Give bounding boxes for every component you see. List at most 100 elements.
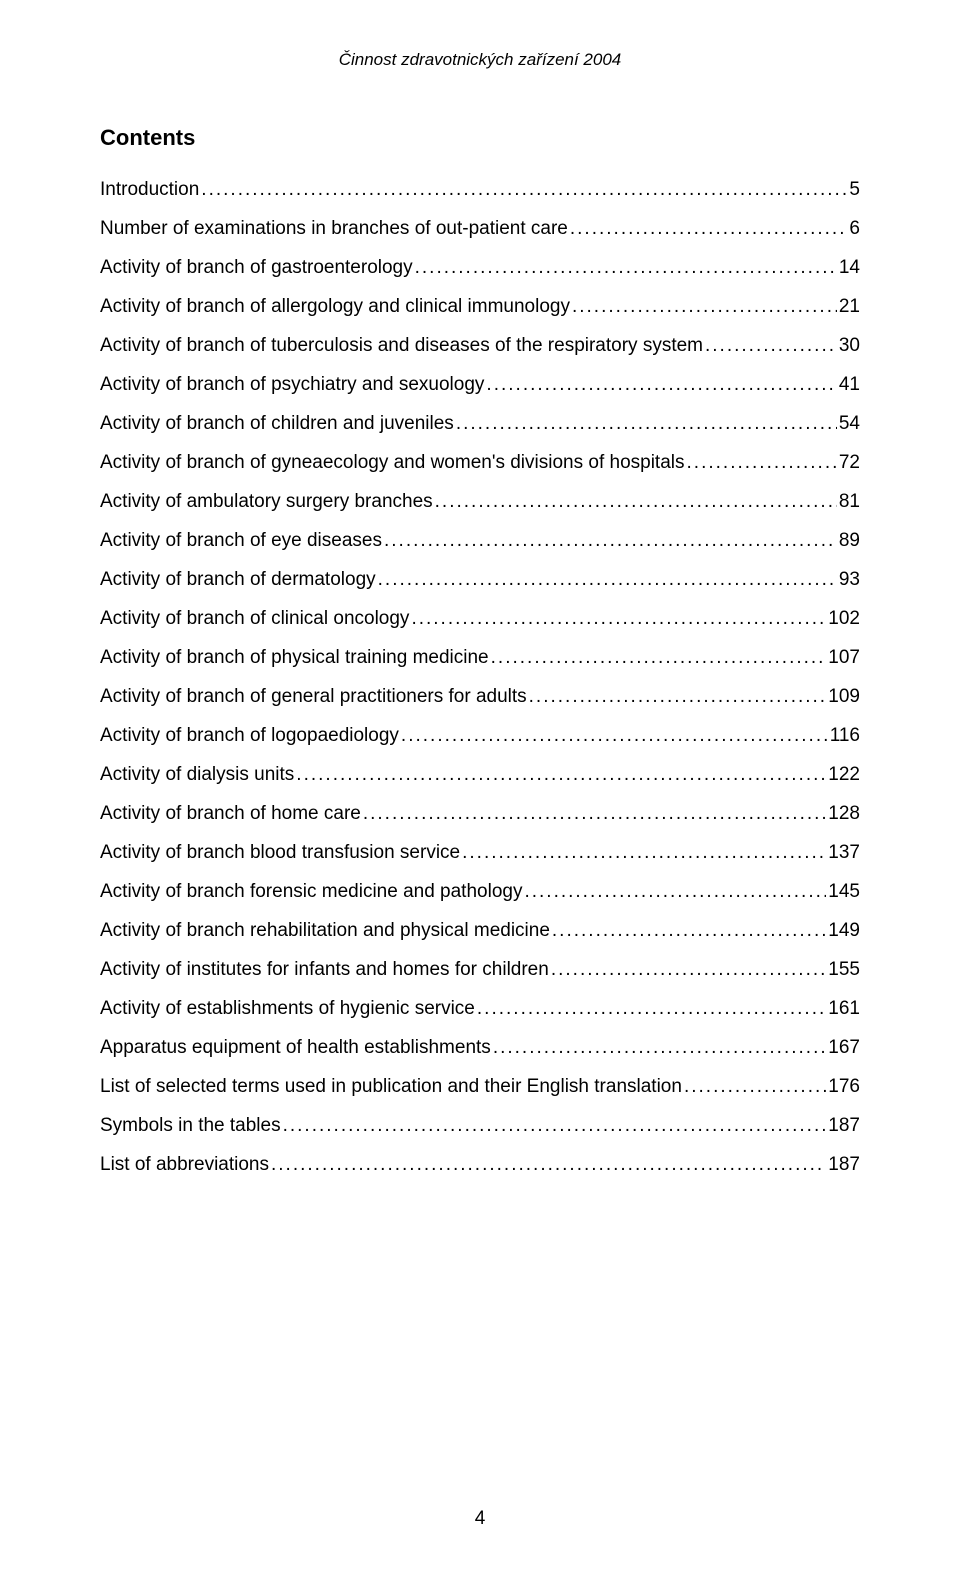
toc-entry-page: 109 [828,686,860,708]
toc-entry: Activity of institutes for infants and h… [100,959,860,981]
toc-leader-dots [271,1154,826,1176]
toc-entry-page: 21 [839,296,860,318]
toc-entry-label: Activity of branch of eye diseases [100,530,382,552]
toc-leader-dots [486,374,836,396]
toc-entry-label: Activity of establishments of hygienic s… [100,998,475,1020]
toc-entry-page: 137 [828,842,860,864]
toc-entry-label: Activity of branch of gastroenterology [100,257,413,279]
toc-entry: Activity of branch of home care 128 [100,803,860,825]
toc-entry: Activity of establishments of hygienic s… [100,998,860,1020]
toc-entry-page: 116 [830,725,860,747]
toc-entry-page: 81 [839,491,860,513]
toc-entry-label: Apparatus equipment of health establishm… [100,1037,491,1059]
toc-entry-label: Activity of branch of allergology and cl… [100,296,570,318]
toc-entry-label: Activity of branch of psychiatry and sex… [100,374,484,396]
toc-entry-label: Activity of branch forensic medicine and… [100,881,522,903]
toc-entry-label: Introduction [100,179,199,201]
toc-entry-page: 54 [839,413,860,435]
toc-entry-page: 41 [839,374,860,396]
toc-leader-dots [570,218,848,240]
toc-entry: Activity of branch rehabilitation and ph… [100,920,860,942]
toc-entry: Activity of branch of physical training … [100,647,860,669]
toc-entry-page: 128 [828,803,860,825]
toc-entry-label: Activity of institutes for infants and h… [100,959,549,981]
toc-leader-dots [477,998,826,1020]
toc-entry: Activity of branch of psychiatry and sex… [100,374,860,396]
toc-entry: Activity of branch of general practition… [100,686,860,708]
toc-entry: Apparatus equipment of health establishm… [100,1037,860,1059]
toc-leader-dots [456,413,837,435]
toc-entry-page: 145 [828,881,860,903]
toc-entry-page: 167 [828,1037,860,1059]
toc-entry-page: 6 [849,218,860,240]
toc-entry-page: 176 [828,1076,860,1098]
toc-entry-label: List of selected terms used in publicati… [100,1076,682,1098]
toc-leader-dots [401,725,828,747]
toc-entry-label: Activity of branch of physical training … [100,647,489,669]
toc-entry-label: Activity of branch of dermatology [100,569,376,591]
toc-leader-dots [435,491,837,513]
toc-entry-label: Activity of branch of general practition… [100,686,527,708]
toc-leader-dots [687,452,837,474]
toc-entry-page: 187 [828,1115,860,1137]
toc-leader-dots [363,803,826,825]
toc-entry-label: Activity of branch of clinical oncology [100,608,409,630]
toc-entry: Number of examinations in branches of ou… [100,218,860,240]
toc-leader-dots [411,608,826,630]
toc-entry: Activity of branch of clinical oncology 1… [100,608,860,630]
toc-leader-dots [493,1037,826,1059]
toc-entry-label: Number of examinations in branches of ou… [100,218,568,240]
toc-entry-label: Activity of branch rehabilitation and ph… [100,920,550,942]
toc-entry: Activity of dialysis units 122 [100,764,860,786]
toc-entry: Activity of branch of eye diseases 89 [100,530,860,552]
toc-entry-label: Activity of branch of tuberculosis and d… [100,335,703,357]
toc-leader-dots [283,1115,827,1137]
toc-entry-label: Activity of dialysis units [100,764,294,786]
toc-entry: Activity of branch of logopaediology 116 [100,725,860,747]
table-of-contents: Introduction5 Number of examinations in b… [100,179,860,1176]
toc-leader-dots [296,764,826,786]
toc-leader-dots [552,920,826,942]
toc-leader-dots [378,569,837,591]
toc-entry-label: Activity of branch of gyneaecology and w… [100,452,685,474]
toc-entry: Activity of branch forensic medicine and… [100,881,860,903]
toc-leader-dots [684,1076,826,1098]
toc-entry-page: 30 [839,335,860,357]
toc-entry: Introduction5 [100,179,860,201]
toc-entry: Activity of ambulatory surgery branches 8… [100,491,860,513]
toc-entry-page: 155 [828,959,860,981]
toc-entry: List of selected terms used in publicati… [100,1076,860,1098]
toc-entry-page: 149 [828,920,860,942]
toc-entry-page: 72 [839,452,860,474]
toc-leader-dots [384,530,837,552]
toc-entry: Activity of branch of children and juven… [100,413,860,435]
contents-heading: Contents [100,125,860,151]
toc-leader-dots [524,881,826,903]
toc-entry-page: 122 [828,764,860,786]
toc-entry: Activity of branch of gyneaecology and w… [100,452,860,474]
toc-entry-page: 107 [828,647,860,669]
toc-entry-page: 187 [828,1154,860,1176]
toc-leader-dots [415,257,837,279]
toc-leader-dots [572,296,837,318]
toc-entry-page: 102 [828,608,860,630]
toc-entry-label: Activity of ambulatory surgery branches [100,491,433,513]
toc-entry-label: Activity of branch of children and juven… [100,413,454,435]
toc-entry-label: Activity of branch of logopaediology [100,725,399,747]
document-header-title: Činnost zdravotnických zařízení 2004 [100,50,860,70]
toc-leader-dots [201,179,847,201]
toc-entry-label: Activity of branch blood transfusion ser… [100,842,460,864]
toc-entry-label: List of abbreviations [100,1154,269,1176]
toc-entry-page: 14 [839,257,860,279]
toc-entry-label: Symbols in the tables [100,1115,281,1137]
toc-entry: Activity of branch blood transfusion ser… [100,842,860,864]
toc-entry-page: 93 [839,569,860,591]
toc-entry-page: 89 [839,530,860,552]
toc-entry: Activity of branch of tuberculosis and d… [100,335,860,357]
toc-leader-dots [491,647,827,669]
toc-leader-dots [462,842,826,864]
toc-entry-page: 161 [828,998,860,1020]
toc-entry: Activity of branch of dermatology 93 [100,569,860,591]
toc-entry-label: Activity of branch of home care [100,803,361,825]
toc-entry: Activity of branch of allergology and cl… [100,296,860,318]
